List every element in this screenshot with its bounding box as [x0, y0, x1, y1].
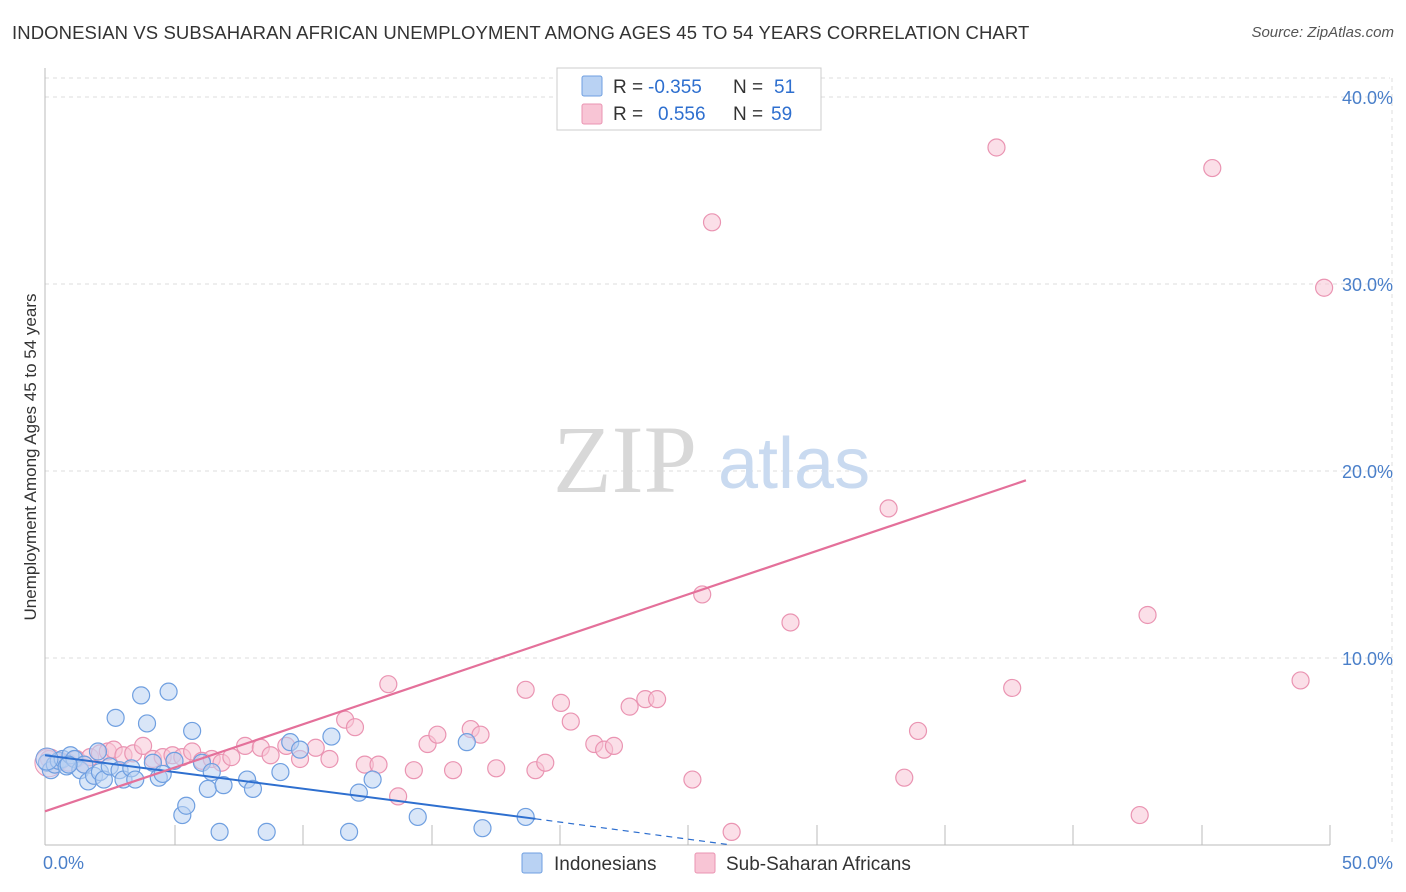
subsaharan-point [306, 738, 325, 757]
indonesian-point [363, 770, 382, 789]
subsaharan-point [1315, 278, 1334, 297]
indonesian-point [88, 742, 108, 761]
legend-r-label-2: R = [613, 104, 643, 125]
subsaharan-point [471, 725, 490, 744]
subsaharan-point [345, 718, 365, 737]
subsaharan-point [561, 712, 580, 731]
subsaharan-point [722, 822, 741, 842]
indonesian-point [126, 770, 145, 789]
subsaharan-trend-line [44, 479, 1027, 813]
indonesian-point [408, 807, 427, 827]
watermark-zip: ZIP [553, 406, 697, 513]
tick-labels: 10.0% 20.0% 30.0% 40.0% 0.0% 50.0% [43, 88, 1393, 873]
y-tick-label-20: 20.0% [1342, 462, 1393, 482]
subsaharan-point [516, 680, 535, 699]
indonesian-point [243, 779, 263, 799]
subsaharan-point [133, 736, 153, 755]
subsaharan-point [1130, 805, 1149, 825]
indonesian-point [457, 733, 476, 752]
subsaharan-point [379, 675, 398, 694]
indonesian-point [132, 686, 151, 705]
subsaharan-point [428, 725, 447, 744]
subsaharan-point [908, 721, 928, 741]
trend-lines [44, 479, 1027, 846]
legend-r-value-2: 0.556 [658, 104, 706, 125]
chart-title: INDONESIAN VS SUBSAHARAN AFRICAN UNEMPLO… [12, 22, 1030, 43]
bottom-swatch-indonesians [521, 852, 543, 874]
subsaharan-point [551, 693, 571, 712]
indonesian-point [257, 822, 276, 842]
subsaharan-point [404, 761, 423, 780]
legend-n-label-2: N = [733, 104, 763, 125]
indonesian-trend-line [44, 754, 536, 820]
y-axis-label: Unemployment Among Ages 45 to 54 years [21, 294, 40, 621]
subsaharan-point [879, 499, 898, 518]
bottom-legend-indonesians: Indonesians [554, 854, 656, 875]
subsaharan-point [647, 690, 667, 709]
subsaharan-point [620, 697, 639, 716]
subsaharan-point [536, 753, 555, 772]
indonesian-point [59, 755, 78, 774]
legend-n-label-1: N = [733, 77, 763, 98]
indonesian-point [349, 783, 368, 802]
y-tick-label-40: 40.0% [1342, 88, 1393, 108]
indonesian-trend-extension [535, 818, 732, 846]
indonesian-point [159, 682, 178, 701]
y-tick-label-10: 10.0% [1342, 649, 1393, 669]
source-credit: Source: ZipAtlas.com [1251, 24, 1394, 41]
indonesian-point [473, 819, 492, 838]
indonesian-point [177, 796, 196, 815]
indonesian-point [137, 714, 157, 733]
x-tick-label-max: 50.0% [1342, 853, 1393, 873]
indonesian-point [183, 721, 202, 741]
legend-n-value-1: 51 [774, 77, 795, 98]
indonesian-point [210, 822, 229, 842]
indonesian-point [322, 727, 341, 746]
series-legend: Indonesians Sub-Saharan Africans [521, 852, 911, 875]
bottom-legend-subsaharan: Sub-Saharan Africans [726, 854, 911, 875]
legend-swatch-subsaharan [581, 103, 603, 125]
subsaharan-point [683, 770, 702, 789]
subsaharan-point [604, 736, 624, 755]
indonesian-point [214, 776, 233, 795]
indonesian-point [339, 822, 359, 842]
subsaharan-point [1003, 678, 1022, 698]
legend-n-value-2: 59 [771, 104, 792, 125]
subsaharan-point [1291, 671, 1310, 690]
watermark-atlas: atlas [718, 424, 870, 504]
axes [44, 68, 1331, 846]
subsaharan-point [895, 768, 914, 787]
indonesian-point [106, 708, 125, 727]
bottom-swatch-subsaharan [694, 852, 716, 874]
legend-r-value-1: -0.355 [648, 77, 702, 98]
indonesian-points [35, 682, 535, 842]
subsaharan-point [487, 759, 506, 778]
subsaharan-point [1138, 605, 1157, 625]
indonesian-point [271, 762, 290, 782]
x-tick-label-min: 0.0% [43, 853, 84, 873]
subsaharan-point [987, 138, 1006, 157]
subsaharan-point [702, 213, 722, 232]
legend-r-label-1: R = [613, 77, 643, 98]
subsaharan-point [1203, 158, 1222, 178]
subsaharan-point [443, 761, 463, 780]
subsaharan-point [320, 749, 339, 769]
indonesian-cluster-point [35, 747, 59, 771]
stats-legend: R = -0.355 N = 51 R = 0.556 N = 59 [556, 67, 822, 131]
y-tick-label-30: 30.0% [1342, 275, 1393, 295]
indonesian-point [290, 740, 310, 759]
subsaharan-point [261, 746, 280, 765]
subsaharan-point [781, 613, 800, 632]
legend-swatch-indonesians [581, 75, 603, 97]
indonesian-point [198, 779, 217, 799]
